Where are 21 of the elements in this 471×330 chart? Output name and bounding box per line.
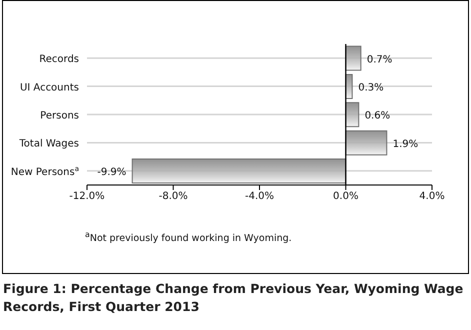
y-tick-label: Persons [40, 110, 79, 122]
text: $^{a}$Not previously found working in Wyoming. [85, 230, 292, 244]
data-label: -9.9% [97, 167, 126, 178]
x-tick-label: -12.0% [69, 191, 105, 202]
data-label: 0.7% [366, 54, 392, 66]
y-tick-label: New Persons$^{a}$ [10, 164, 79, 178]
y-tick-label: Total Wages [18, 138, 79, 150]
data-label: 0.3% [358, 82, 384, 94]
x-tick-label: 0.0% [333, 191, 358, 202]
y-tick-label: Records [39, 54, 79, 66]
bar [345, 46, 362, 71]
x-tick-label: -8.0% [158, 191, 188, 202]
data-label: 0.6% [364, 110, 390, 122]
data-label: 1.9% [392, 138, 418, 150]
bar [132, 158, 346, 184]
x-tick-label: -4.0% [244, 191, 274, 202]
bar [345, 130, 388, 156]
y-tick-label: UI Accounts [20, 82, 79, 94]
bar [345, 102, 360, 128]
x-tick-label: 4.0% [419, 191, 445, 202]
text: Figure 1: Percentage Change from Previous Year, Wyoming Wage Records, First Quarter 2013 [3, 280, 464, 316]
